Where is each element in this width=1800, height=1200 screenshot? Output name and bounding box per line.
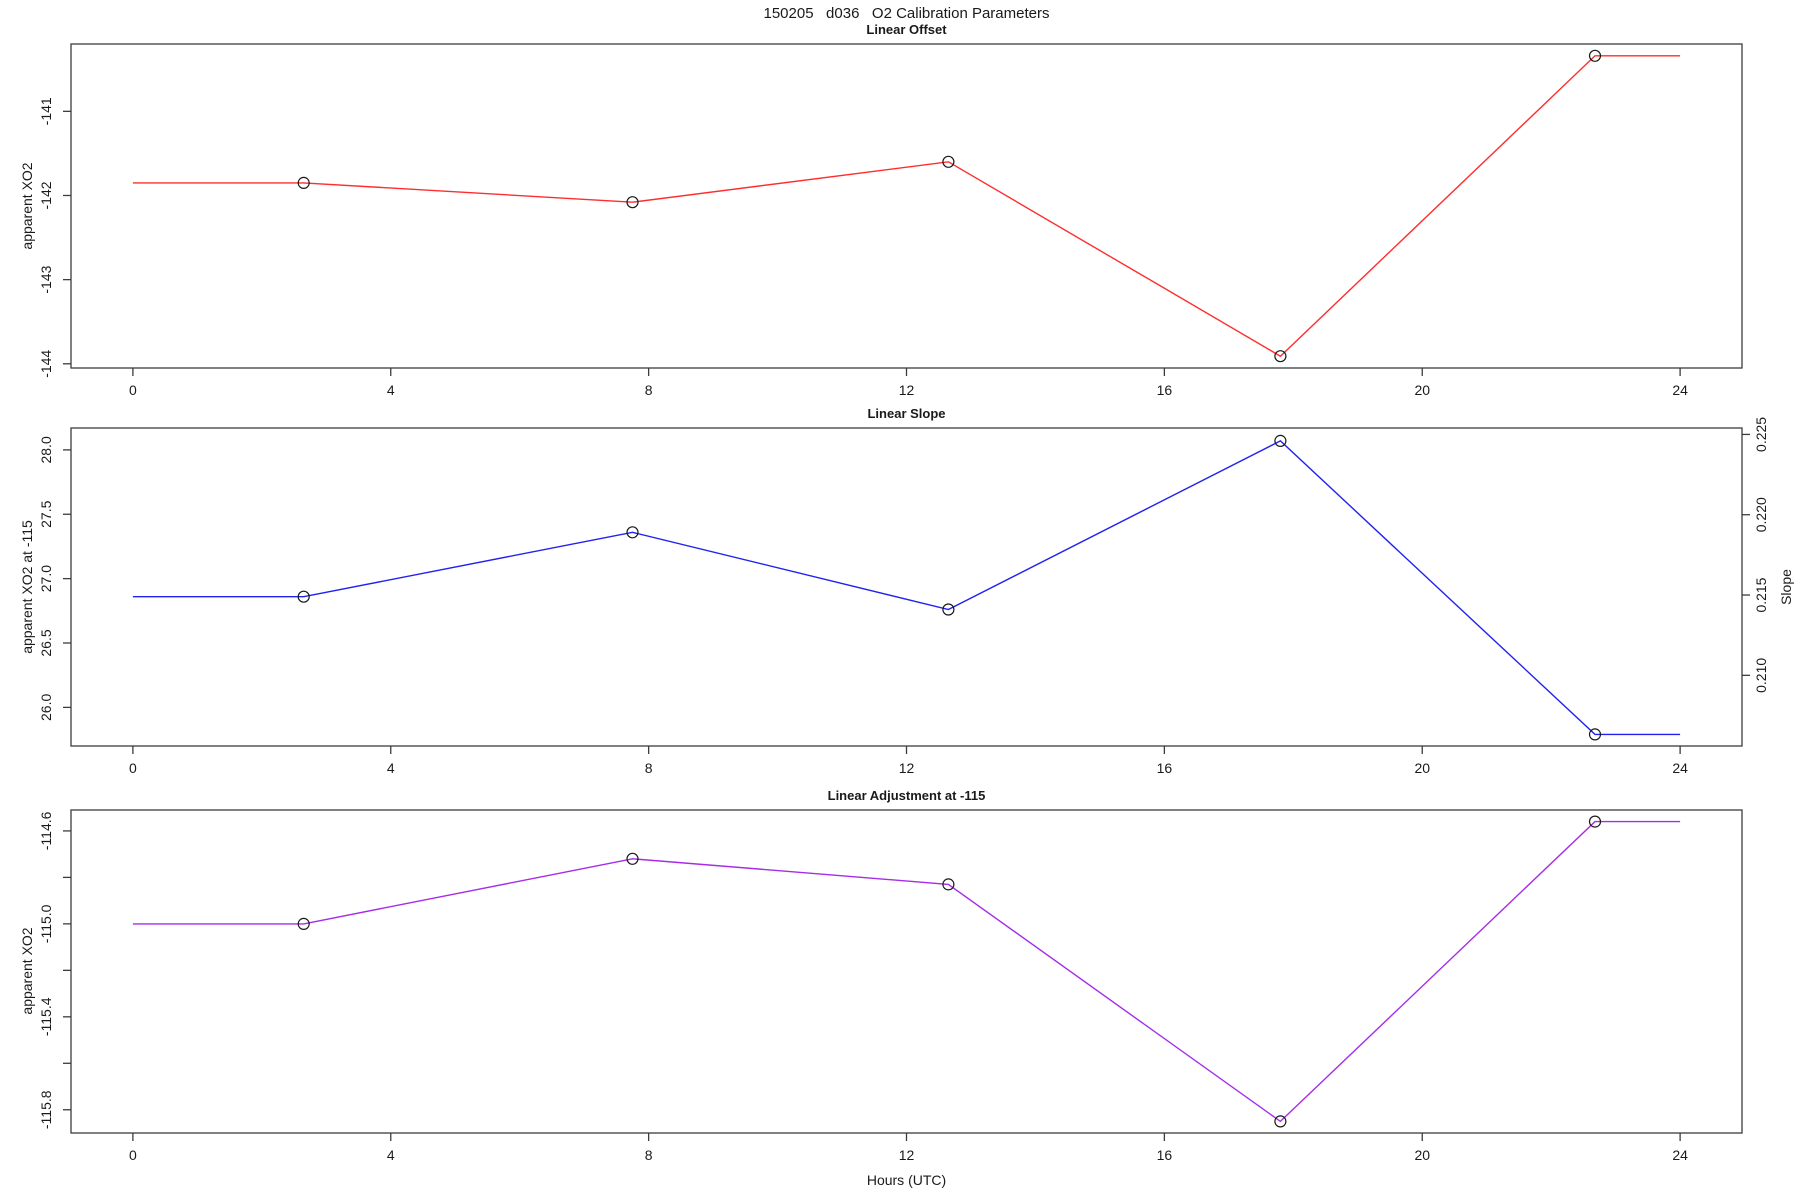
data-point-marker (1588, 815, 1602, 828)
panel-border (70, 427, 1743, 747)
y-tick-label: -141 (38, 97, 54, 125)
data-point-marker (942, 878, 955, 891)
x-tick-label: 16 (1157, 382, 1173, 398)
data-point-marker (297, 917, 310, 931)
data-point-marker (626, 196, 639, 209)
main-title: 150205 d036 O2 Calibration Parameters (763, 5, 1050, 22)
y-tick-label: 26.0 (38, 694, 54, 721)
data-point-marker (942, 603, 955, 616)
data-point-marker (1588, 49, 1602, 62)
x-tick-label: 4 (387, 760, 395, 776)
y-tick-label: 27.0 (38, 565, 54, 592)
x-tick-label: 20 (1414, 382, 1430, 398)
x-tick-label: 0 (129, 1147, 137, 1163)
x-tick-label: 20 (1414, 760, 1430, 776)
panel-border (70, 809, 1743, 1134)
data-point-marker (626, 526, 639, 539)
data-point-marker (1274, 1115, 1287, 1128)
x-tick-label: 24 (1672, 382, 1688, 398)
y-tick-label: -115.8 (38, 1090, 54, 1129)
y-tick-label: -142 (38, 181, 54, 209)
data-point-marker (1274, 350, 1287, 363)
y-tick-label: -144 (38, 350, 54, 378)
y-tick-label: -115.4 (38, 997, 54, 1036)
y-tick-label: -115.0 (38, 904, 54, 943)
data-point-marker (1588, 728, 1602, 741)
right-y-tick-label: 0.225 (1753, 417, 1769, 452)
x-axis-label: Hours (UTC) (866, 1172, 947, 1188)
data-point-marker (1274, 434, 1287, 447)
x-tick-label: 8 (645, 382, 653, 398)
y-tick-label: 27.5 (38, 500, 54, 527)
series-line (132, 55, 1681, 358)
x-tick-label: 12 (899, 760, 915, 776)
x-tick-label: 12 (899, 382, 915, 398)
x-tick-label: 12 (899, 1147, 915, 1163)
data-point-marker (297, 590, 310, 603)
panel-3-title: Linear Adjustment at -115 (827, 788, 986, 803)
y-tick-label: -143 (38, 265, 54, 293)
data-point-marker (626, 852, 639, 865)
x-tick-label: 16 (1157, 760, 1173, 776)
x-tick-label: 8 (645, 1147, 653, 1163)
series-line (132, 820, 1681, 1123)
x-tick-label: 0 (129, 760, 137, 776)
right-y-tick-label: 0.215 (1753, 577, 1769, 612)
panel-2-title: Linear Slope (867, 406, 946, 421)
x-tick-label: 0 (129, 382, 137, 398)
right-y-tick-label: 0.210 (1753, 658, 1769, 693)
y-tick-label: 26.5 (38, 629, 54, 656)
data-point-marker (942, 155, 955, 168)
x-tick-label: 4 (387, 1147, 395, 1163)
panel-border (70, 43, 1743, 369)
data-point-marker (297, 176, 310, 189)
y-tick-label: -114.6 (38, 811, 54, 850)
panel-1-title: Linear Offset (866, 22, 947, 37)
x-tick-label: 16 (1157, 1147, 1173, 1163)
y-tick-label: 28.0 (38, 436, 54, 463)
x-tick-label: 4 (387, 382, 395, 398)
right-y-tick-label: 0.220 (1753, 497, 1769, 532)
x-tick-label: 24 (1672, 760, 1688, 776)
series-line (132, 440, 1681, 736)
x-tick-label: 8 (645, 760, 653, 776)
x-tick-label: 24 (1672, 1147, 1688, 1163)
x-tick-label: 20 (1414, 1147, 1430, 1163)
